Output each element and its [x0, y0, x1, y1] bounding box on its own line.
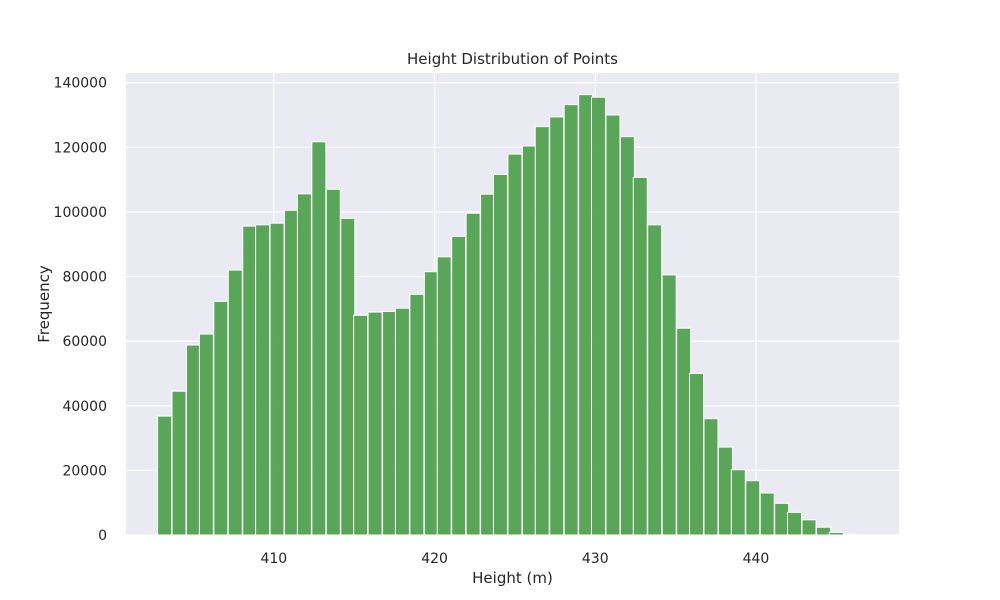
histogram-bar [186, 344, 201, 536]
histogram-bar [296, 193, 312, 536]
histogram-bar [436, 256, 452, 536]
x-tick-label: 410 [260, 551, 287, 567]
y-tick-label: 120000 [54, 140, 107, 156]
y-tick-label: 80000 [62, 270, 107, 286]
x-tick-label: 420 [421, 551, 448, 567]
histogram-bar [549, 116, 565, 536]
histogram-bar [676, 327, 692, 536]
histogram-bar [480, 193, 496, 536]
histogram-bar [745, 480, 761, 536]
x-tick-label: 440 [743, 551, 770, 567]
histogram-bar [507, 153, 523, 536]
y-axis-label: Frequency [35, 265, 53, 343]
histogram-bar [815, 526, 831, 536]
x-tick-labels: 410 420 430 440 [260, 551, 769, 567]
histogram-bar [647, 224, 663, 536]
histogram-bar [353, 314, 369, 536]
histogram-bar [534, 126, 550, 536]
histogram-bar [632, 176, 648, 536]
histogram-bar [465, 212, 481, 536]
histogram-bar [423, 271, 439, 536]
y-tick-label: 60000 [62, 334, 107, 350]
y-tick-label: 40000 [62, 399, 107, 415]
histogram-bar [340, 217, 356, 536]
histogram-bar [717, 446, 733, 536]
histogram-bar [521, 145, 537, 536]
histogram-bar [227, 269, 243, 536]
histogram-bar [843, 533, 859, 536]
x-axis-label: Height (m) [472, 569, 553, 587]
histogram-bar [801, 519, 817, 536]
histogram-bar [689, 372, 705, 536]
histogram-bar [157, 415, 173, 536]
histogram-bar [284, 209, 300, 536]
histogram-bar [451, 235, 467, 536]
histogram-bar [171, 390, 187, 536]
histogram-bar [213, 300, 229, 536]
histogram-bar [242, 225, 258, 536]
histogram-bar [590, 96, 606, 536]
y-tick-label: 20000 [62, 463, 107, 479]
histogram-bar [311, 141, 327, 536]
y-tick-labels: 0 20000 40000 60000 80000 100000 120000 140000 [54, 76, 107, 544]
histogram-bar [578, 94, 594, 536]
y-tick-label: 140000 [54, 76, 107, 92]
histogram-bar [325, 188, 341, 536]
histogram-bar [828, 531, 844, 536]
histogram-bar [492, 173, 508, 536]
histogram-bar [382, 310, 398, 536]
histogram-bar [730, 469, 746, 536]
histogram-bar [661, 274, 677, 536]
y-tick-label: 100000 [54, 205, 107, 221]
histogram-bar [409, 293, 425, 536]
histogram-bar [394, 307, 410, 536]
histogram-bar [367, 311, 383, 536]
chart-title: Height Distribution of Points [407, 50, 618, 68]
histogram-bar [787, 511, 803, 536]
histogram-bar [774, 502, 790, 536]
histogram-bar [759, 492, 775, 536]
y-tick-label: 0 [98, 528, 107, 544]
histogram-bar [269, 222, 285, 536]
histogram-bar [703, 418, 719, 536]
x-tick-label: 430 [582, 551, 609, 567]
histogram-bars [157, 94, 859, 536]
histogram-bar [563, 104, 579, 536]
histogram-bar [198, 333, 214, 536]
histogram-bar [605, 114, 621, 536]
histogram-bar [255, 224, 271, 536]
histogram-bar [619, 136, 635, 536]
